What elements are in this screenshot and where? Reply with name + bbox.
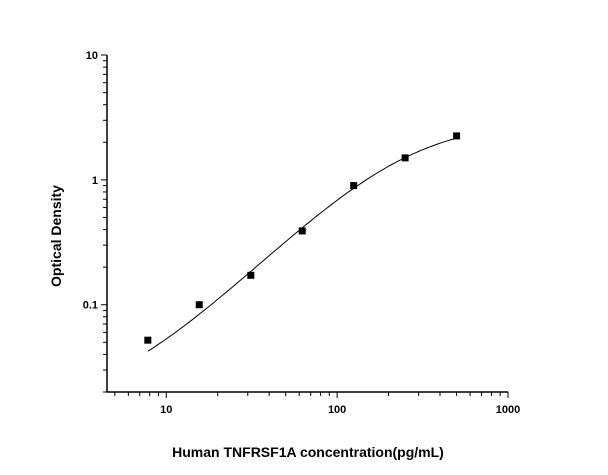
axes bbox=[101, 54, 509, 398]
data-point bbox=[195, 301, 203, 309]
y-tick-label: 1 bbox=[92, 175, 98, 187]
data-points bbox=[144, 132, 461, 344]
x-tick-labels: 10 100 1000 bbox=[160, 404, 520, 416]
data-point bbox=[298, 227, 306, 235]
x-tick-label: 10 bbox=[160, 404, 172, 416]
y-axis-label: Optical Density bbox=[48, 185, 64, 287]
y-tick-labels: 0.1 1 10 bbox=[83, 50, 98, 312]
y-tick-label: 10 bbox=[86, 50, 98, 62]
y-tick-label: 0.1 bbox=[83, 300, 98, 312]
data-point bbox=[247, 271, 255, 279]
x-tick-label: 100 bbox=[328, 404, 346, 416]
data-point bbox=[144, 336, 152, 344]
fit-curve bbox=[147, 137, 457, 352]
data-point bbox=[401, 154, 409, 162]
x-tick-label: 1000 bbox=[496, 404, 520, 416]
data-point bbox=[453, 132, 461, 140]
data-point bbox=[350, 182, 358, 190]
x-axis-label: Human TNFRSF1A concentration(pg/mL) bbox=[172, 444, 444, 460]
